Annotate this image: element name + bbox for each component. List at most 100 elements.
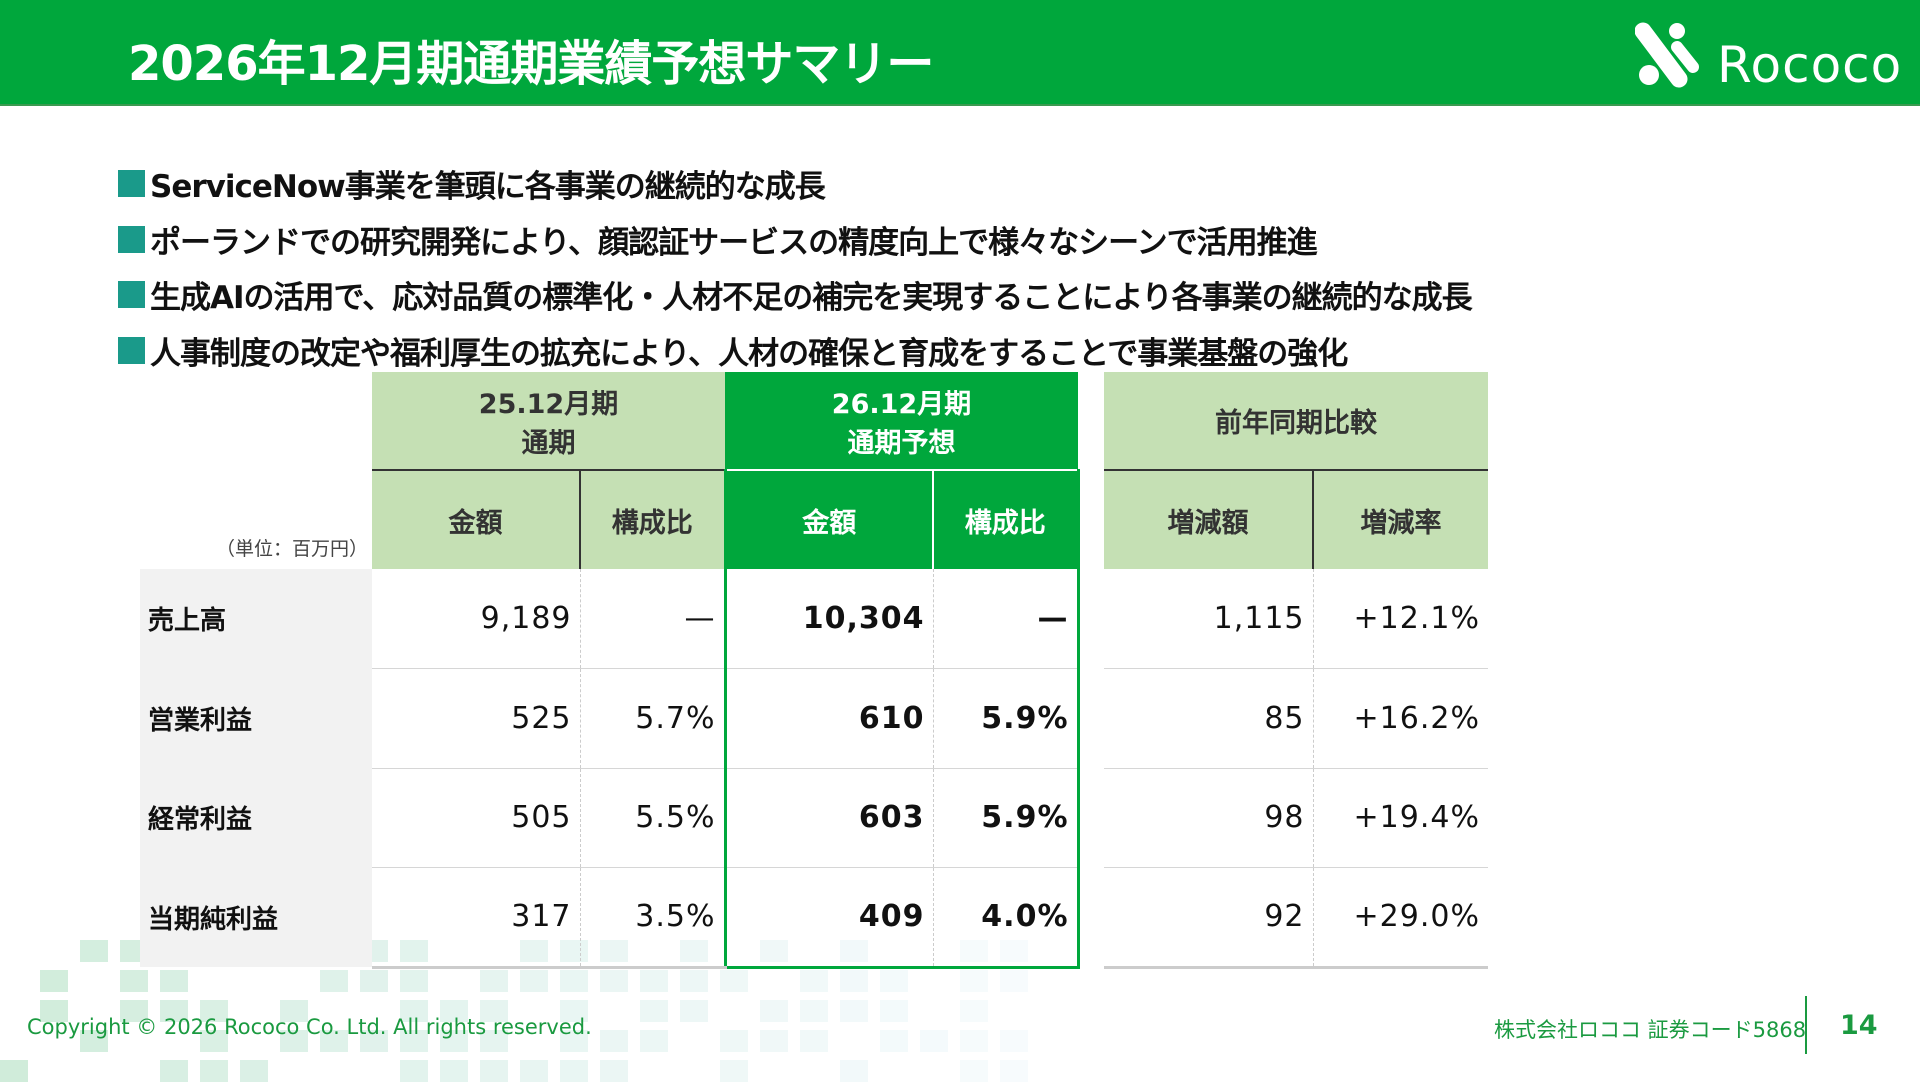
deco-square xyxy=(680,970,708,992)
cell-value: 525 xyxy=(372,669,580,769)
cell-value: 505 xyxy=(372,768,580,868)
subheader: 構成比 xyxy=(580,470,725,569)
group-header-fy25: 25.12月期 通期 xyxy=(372,372,725,470)
cell-value: +29.0% xyxy=(1313,868,1488,968)
subheader: 構成比 xyxy=(933,470,1078,569)
page-title: 2026年12月期通期業績予想サマリー xyxy=(128,24,933,94)
cell-value: — xyxy=(580,569,725,669)
cell-value: 5.5% xyxy=(580,768,725,868)
deco-square xyxy=(840,1060,868,1082)
bullet-text: ポーランドでの研究開発により、顔認証サービスの精度向上で様々なシーンで活用推進 xyxy=(150,217,1317,262)
table-row: 当期純利益 317 3.5% 409 4.0% 92 +29.0% xyxy=(140,868,1488,968)
deco-square xyxy=(760,1000,788,1022)
bullet-text: 生成AIの活用で、応対品質の標準化・人材不足の補完を実現することにより各事業の継… xyxy=(150,272,1472,317)
deco-square xyxy=(800,970,828,992)
logo-text: Rococo xyxy=(1717,36,1902,94)
page-number: 14 xyxy=(1840,1010,1878,1041)
deco-square xyxy=(960,1030,988,1052)
deco-square xyxy=(240,1060,268,1082)
deco-square xyxy=(960,970,988,992)
copyright: Copyright © 2026 Rococo Co. Ltd. All rig… xyxy=(27,1015,592,1039)
deco-square xyxy=(520,1060,548,1082)
cell-value: 610 xyxy=(725,669,933,769)
square-bullet-icon xyxy=(118,337,145,364)
row-label: 当期純利益 xyxy=(140,868,372,968)
bullet-text: 人事制度の改定や福利厚生の拡充により、人材の確保と育成をすることで事業基盤の強化 xyxy=(150,328,1347,373)
deco-square xyxy=(560,1060,588,1082)
deco-square xyxy=(0,1060,28,1082)
square-bullet-icon xyxy=(118,170,145,197)
bullet-item: 人事制度の改定や福利厚生の拡充により、人材の確保と育成をすることで事業基盤の強化 xyxy=(118,323,1472,379)
deco-square xyxy=(640,1030,668,1052)
deco-square xyxy=(40,970,68,992)
deco-square xyxy=(600,1060,628,1082)
unit-label: （単位：百万円） xyxy=(140,372,372,569)
deco-square xyxy=(1000,1030,1028,1052)
deco-square xyxy=(760,1030,788,1052)
subheader: 金額 xyxy=(372,470,580,569)
square-bullet-icon xyxy=(118,226,145,253)
deco-square xyxy=(160,970,188,992)
deco-square xyxy=(720,970,748,992)
deco-square xyxy=(480,1060,508,1082)
deco-square xyxy=(800,1000,828,1022)
cell-value: 5.9% xyxy=(933,768,1078,868)
cell-value: 4.0% xyxy=(933,868,1078,968)
square-bullet-icon xyxy=(118,281,145,308)
deco-square xyxy=(200,1060,228,1082)
deco-square xyxy=(840,970,868,992)
logo-mark-icon xyxy=(1635,21,1703,89)
subheader: 増減額 xyxy=(1104,470,1313,569)
subheader: 増減率 xyxy=(1313,470,1488,569)
deco-square xyxy=(1000,970,1028,992)
cell-value: 317 xyxy=(372,868,580,968)
cell-value: +12.1% xyxy=(1313,569,1488,669)
deco-square xyxy=(880,1030,908,1052)
cell-value: 5.7% xyxy=(580,669,725,769)
deco-square xyxy=(640,970,668,992)
cell-value: 603 xyxy=(725,768,933,868)
deco-square xyxy=(800,1030,828,1052)
cell-value: 10,304 xyxy=(725,569,933,669)
cell-value: 98 xyxy=(1104,768,1313,868)
cell-value: +19.4% xyxy=(1313,768,1488,868)
forecast-table: （単位：百万円） 25.12月期 通期 26.12月期 通期予想 前年同期比較 金額… xyxy=(140,372,1488,969)
cell-value: 3.5% xyxy=(580,868,725,968)
bullet-item: ServiceNow事業を筆頭に各事業の継続的な成長 xyxy=(118,156,1472,212)
deco-square xyxy=(720,1030,748,1052)
deco-square xyxy=(160,1060,188,1082)
deco-square xyxy=(480,970,508,992)
subheader: 金額 xyxy=(725,470,933,569)
deco-square xyxy=(600,970,628,992)
deco-square xyxy=(840,1000,868,1022)
deco-square xyxy=(600,1030,628,1052)
cell-value: 1,115 xyxy=(1104,569,1313,669)
company-stock-code: 株式会社ロココ 証券コード5868 xyxy=(1494,1014,1806,1044)
bullet-item: 生成AIの活用で、応対品質の標準化・人材不足の補完を実現することにより各事業の継… xyxy=(118,267,1472,323)
deco-square xyxy=(960,1000,988,1022)
deco-square xyxy=(80,940,108,962)
bullet-list: ServiceNow事業を筆頭に各事業の継続的な成長 ポーランドでの研究開発によ… xyxy=(118,156,1472,378)
deco-square xyxy=(120,970,148,992)
deco-square xyxy=(360,970,388,992)
row-label: 経常利益 xyxy=(140,768,372,868)
group-header-fy26: 26.12月期 通期予想 xyxy=(725,372,1078,470)
bullet-text: ServiceNow事業を筆頭に各事業の継続的な成長 xyxy=(150,161,825,206)
header-bar: 2026年12月期通期業績予想サマリー Rococo xyxy=(0,0,1920,106)
deco-square xyxy=(320,970,348,992)
cell-value: 409 xyxy=(725,868,933,968)
table-row: 営業利益 525 5.7% 610 5.9% 85 +16.2% xyxy=(140,669,1488,769)
deco-square xyxy=(880,1000,908,1022)
cell-value: 85 xyxy=(1104,669,1313,769)
deco-square xyxy=(880,970,908,992)
deco-square xyxy=(400,970,428,992)
cell-value: 9,189 xyxy=(372,569,580,669)
deco-square xyxy=(440,1060,468,1082)
deco-square xyxy=(560,970,588,992)
footer-divider xyxy=(1805,996,1807,1054)
cell-value: 92 xyxy=(1104,868,1313,968)
deco-square xyxy=(400,1060,428,1082)
rococo-logo: Rococo xyxy=(1635,16,1902,94)
cell-value: — xyxy=(933,569,1078,669)
row-label: 売上高 xyxy=(140,569,372,669)
